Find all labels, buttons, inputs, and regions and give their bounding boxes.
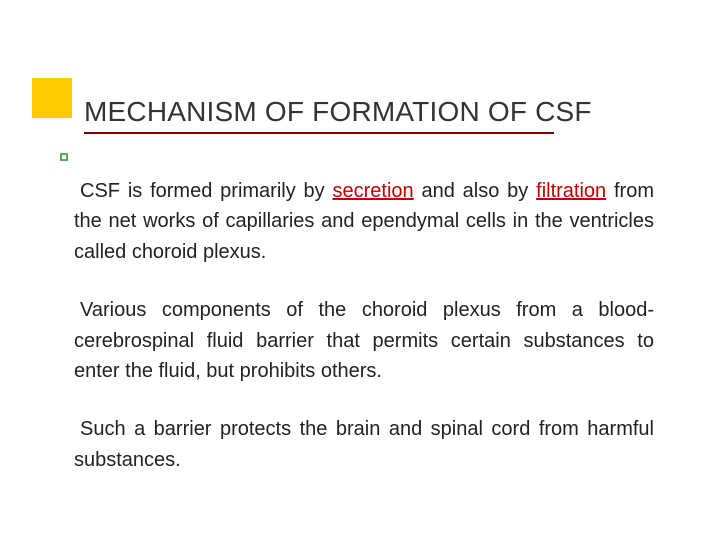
- highlight-filtration: filtration: [536, 180, 606, 202]
- highlight-secretion: secretion: [333, 180, 414, 202]
- slide-title: MECHANISM OF FORMATION OF CSF: [84, 96, 592, 128]
- paragraph-3: Such a barrier protects the brain and sp…: [74, 414, 654, 475]
- bullet-square-icon: [60, 153, 68, 161]
- paragraph-2: Various components of the choroid plexus…: [74, 295, 654, 386]
- body-text: CSF is formed primarily by secretion and…: [74, 176, 654, 503]
- accent-box-decoration: [32, 78, 72, 118]
- title-underline: [84, 132, 554, 134]
- paragraph-1: CSF is formed primarily by secretion and…: [74, 176, 654, 267]
- title-block: MECHANISM OF FORMATION OF CSF: [84, 96, 592, 134]
- slide: MECHANISM OF FORMATION OF CSF CSF is for…: [0, 0, 720, 540]
